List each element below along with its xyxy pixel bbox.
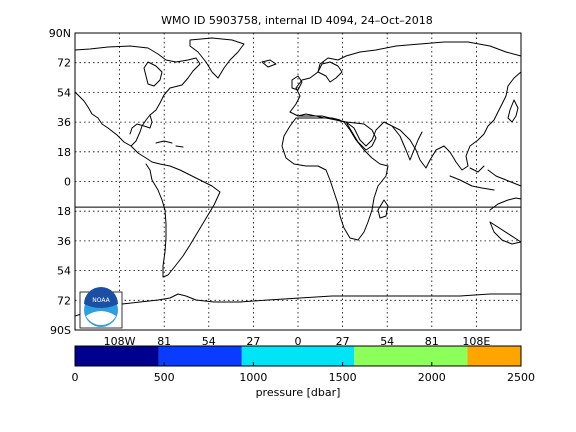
colorbar-tick-label: 0 (72, 371, 79, 384)
coastline-japan (507, 99, 519, 123)
coastline-greenland (189, 37, 245, 79)
lat-tick-label: 18 (57, 205, 71, 218)
figure-title: WMO ID 5903758, internal ID 4094, 24–Oct… (161, 14, 433, 27)
coastline-australia (489, 197, 522, 245)
lon-tick-label: 81 (157, 335, 171, 348)
coastline-caribbean (155, 140, 184, 148)
logo-wordmark: NOAA (92, 297, 110, 304)
lat-tick-label: 36 (57, 235, 71, 248)
coastline-madagascar (377, 199, 389, 219)
latitude-tick-labels: 90N 72 54 36 18 0 18 36 54 72 90S (49, 27, 71, 337)
lat-tick-label: 36 (57, 116, 71, 129)
coastline-mediterranean (297, 113, 341, 121)
lon-tick-label: 54 (380, 335, 394, 348)
colorbar-segment (241, 346, 355, 366)
colorbar-segments (75, 346, 521, 366)
lon-tick-label: 27 (336, 335, 350, 348)
colorbar-tick-labels: 0 500 1000 1500 2000 2500 (72, 362, 535, 384)
colorbar-frame (74, 345, 522, 367)
colorbar-tick-label: 2000 (418, 371, 446, 384)
lat-tick-label: 18 (57, 146, 71, 159)
lat-tick-label: 72 (57, 57, 71, 70)
colorbar-segment (354, 346, 468, 366)
colorbar-segment (75, 346, 159, 366)
coastline-india (391, 125, 423, 161)
pressure-colorbar: 0 500 1000 1500 2000 2500 pressure [dbar] (72, 345, 535, 399)
coastlines (74, 37, 522, 317)
lon-tick-label: 27 (246, 335, 260, 348)
coastline-scandinavia (317, 61, 343, 83)
lat-tick-label: 72 (57, 294, 71, 307)
lat-tick-label: 0 (64, 176, 71, 189)
lat-tick-label: 54 (57, 265, 71, 278)
colorbar-tick-label: 1000 (239, 371, 267, 384)
map-area: NOAA (74, 32, 522, 331)
lon-tick-label: 0 (295, 335, 302, 348)
lon-tick-label: 108W (104, 335, 136, 348)
logo-wave (86, 311, 116, 325)
coastline-north-america (74, 45, 201, 147)
colorbar-tick-label: 2500 (507, 371, 535, 384)
coastline-antarctica (74, 293, 522, 317)
lon-tick-label: 54 (202, 335, 216, 348)
coastline-arabia (345, 121, 377, 151)
coastline-south-america (130, 145, 221, 278)
lon-tick-label: 81 (425, 335, 439, 348)
lat-tick-label: 90N (49, 27, 71, 40)
coastline-gulf-of-mexico (129, 114, 153, 135)
coastline-iceland (261, 59, 277, 68)
colorbar-label: pressure [dbar] (256, 386, 341, 399)
longitude-tick-labels: 108W 81 54 27 0 27 54 81 108E (104, 335, 491, 348)
colorbar-tick-label: 500 (154, 371, 175, 384)
logo-sky (84, 287, 118, 308)
lon-tick-label: 108E (462, 335, 490, 348)
coastline-eurasia (289, 41, 522, 113)
colorbar-segment (467, 346, 521, 366)
gridlines (75, 33, 521, 330)
noaa-logo: NOAA (79, 287, 123, 329)
coastline-indonesia (449, 165, 522, 191)
coastline-britain (291, 75, 303, 91)
colorbar-tick-label: 1500 (329, 371, 357, 384)
coastline-africa (281, 117, 389, 241)
coastline-hudson-bay (143, 61, 163, 87)
lat-tick-label: 90S (50, 324, 71, 337)
lat-tick-label: 54 (57, 86, 71, 99)
colorbar-segment (158, 346, 242, 366)
